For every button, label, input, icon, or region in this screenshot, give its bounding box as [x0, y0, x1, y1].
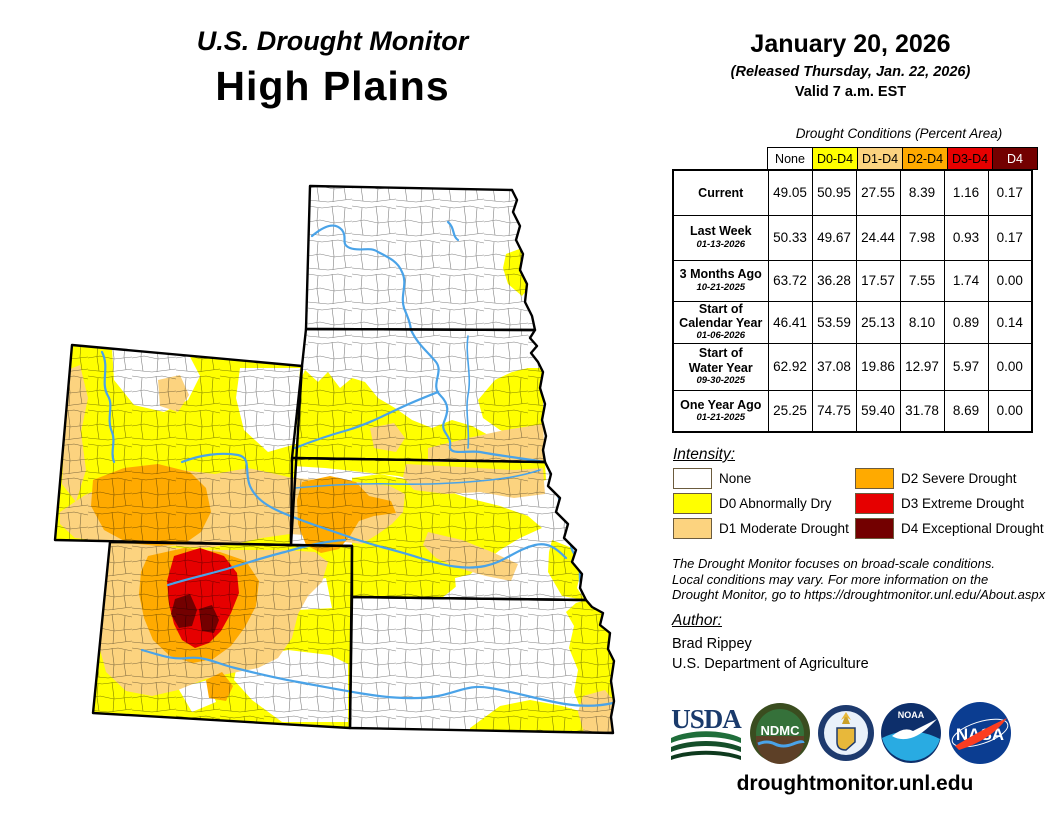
- author-name: Brad Rippey: [672, 636, 752, 652]
- report-date: January 20, 2026: [750, 30, 951, 58]
- col-header-none: None: [767, 147, 813, 170]
- legend-column-2: D2 Severe Drought D3 Extreme Drought D4 …: [855, 467, 1044, 543]
- legend-item-d3: D3 Extreme Drought: [855, 492, 1044, 514]
- legend-title: Intensity:: [673, 446, 736, 463]
- legend-item-d4: D4 Exceptional Drought: [855, 517, 1044, 539]
- col-header-d0d4: D0-D4: [812, 147, 858, 170]
- row-label: One Year Ago 01-21-2025: [672, 389, 769, 433]
- nasa-logo: NASA: [949, 702, 1011, 764]
- author-org: U.S. Department of Agriculture: [672, 656, 869, 672]
- page-title-line1: U.S. Drought Monitor: [196, 26, 469, 56]
- title-block: U.S. Drought Monitor High Plains: [60, 26, 605, 110]
- d0-swatch: [673, 492, 712, 514]
- legend-item-d0: D0 Abnormally Dry: [673, 492, 849, 514]
- d3-swatch: [855, 492, 894, 514]
- row-label: Last Week 01-13-2026: [672, 214, 769, 261]
- valid-time: Valid 7 a.m. EST: [794, 84, 907, 100]
- table-row: Start of Water Year 09-30-2025 62.92 37.…: [672, 342, 1033, 391]
- legend-item-d1: D1 Moderate Drought: [673, 517, 849, 539]
- legend-column-1: None D0 Abnormally Dry D1 Moderate Droug…: [673, 467, 849, 543]
- footer-url: droughtmonitor.unl.edu: [736, 772, 974, 795]
- table-header-row: None D0-D4 D1-D4 D2-D4 D3-D4 D4: [767, 147, 1038, 170]
- legend-item-d2: D2 Severe Drought: [855, 467, 1044, 489]
- rivers: [100, 220, 614, 707]
- table-row: Current 49.05 50.95 27.55 8.39 1.16 0.17: [672, 169, 1033, 216]
- col-header-d1d4: D1-D4: [857, 147, 903, 170]
- d1-swatch: [673, 517, 712, 539]
- state-borders: [53, 184, 616, 735]
- none-swatch: [673, 467, 712, 489]
- table-row: Last Week 01-13-2026 50.33 49.67 24.44 7…: [672, 214, 1033, 261]
- table-row: 3 Months Ago 10-21-2025 63.72 36.28 17.5…: [672, 259, 1033, 302]
- noaa-logo: NOAA: [880, 703, 941, 763]
- d2-swatch: [855, 467, 894, 489]
- date-block: January 20, 2026 (Released Thursday, Jan…: [668, 30, 1033, 100]
- partner-logos: USDA NDMC NOAA NASA: [668, 700, 1013, 766]
- released-date: (Released Thursday, Jan. 22, 2026): [730, 64, 971, 80]
- drought-conditions-table: Current 49.05 50.95 27.55 8.39 1.16 0.17…: [672, 169, 1033, 433]
- row-label: Start of Calendar Year 01-06-2026: [672, 300, 769, 344]
- table-caption: Drought Conditions (Percent Area): [795, 126, 1003, 141]
- page-title-region: High Plains: [215, 63, 450, 109]
- svg-text:NOAA: NOAA: [898, 710, 925, 720]
- d4-swatch: [855, 517, 894, 539]
- svg-text:NDMC: NDMC: [761, 723, 801, 738]
- col-header-d3d4: D3-D4: [947, 147, 993, 170]
- row-label: 3 Months Ago 10-21-2025: [672, 259, 769, 302]
- row-label: Start of Water Year 09-30-2025: [672, 342, 769, 391]
- table-row: One Year Ago 01-21-2025 25.25 74.75 59.4…: [672, 389, 1033, 433]
- doc-seal-logo: [817, 705, 874, 761]
- disclaimer-text: The Drought Monitor focuses on broad-sca…: [672, 556, 1046, 602]
- legend-item-none: None: [673, 467, 849, 489]
- author-title: Author:: [672, 612, 722, 629]
- table-row: Start of Calendar Year 01-06-2026 46.41 …: [672, 300, 1033, 344]
- ndmc-logo: NDMC: [750, 703, 811, 764]
- usda-logo: USDA: [671, 704, 743, 760]
- row-label: Current: [672, 169, 769, 216]
- col-header-d4: D4: [992, 147, 1038, 170]
- col-header-d2d4: D2-D4: [902, 147, 948, 170]
- svg-text:USDA: USDA: [671, 704, 742, 734]
